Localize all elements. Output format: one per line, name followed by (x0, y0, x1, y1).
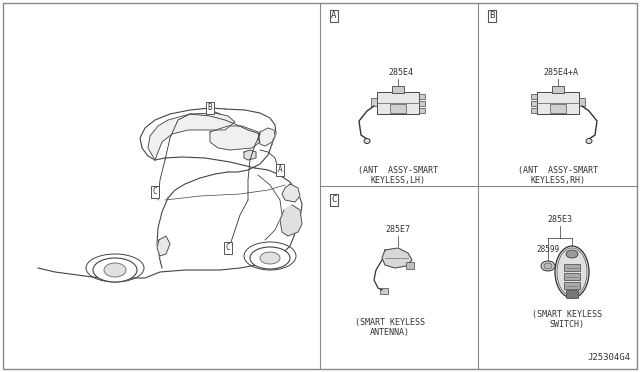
Bar (419, 94, 425, 99)
Text: (SMART KEYLESS: (SMART KEYLESS (355, 318, 425, 327)
Polygon shape (148, 113, 235, 160)
Text: B: B (208, 103, 212, 112)
Text: ANTENNA): ANTENNA) (370, 328, 410, 337)
Polygon shape (280, 205, 302, 236)
Bar (392, 86, 404, 93)
Text: (ANT  ASSY-SMART: (ANT ASSY-SMART (358, 167, 438, 176)
Text: J25304G4: J25304G4 (587, 353, 630, 362)
Bar (531, 108, 537, 113)
Ellipse shape (586, 138, 592, 144)
Ellipse shape (566, 250, 578, 258)
Text: 285E4: 285E4 (388, 68, 413, 77)
Polygon shape (382, 248, 412, 268)
Text: C: C (226, 244, 230, 253)
Bar (531, 101, 537, 106)
Polygon shape (244, 150, 256, 160)
Bar (371, 98, 377, 106)
Polygon shape (157, 236, 170, 256)
Text: SWITCH): SWITCH) (550, 320, 584, 328)
Bar (552, 86, 564, 93)
Bar (380, 288, 388, 294)
Bar (406, 262, 414, 269)
Ellipse shape (541, 261, 555, 271)
Text: 285E3: 285E3 (547, 215, 573, 224)
Text: KEYLESS,RH): KEYLESS,RH) (531, 176, 586, 186)
Bar (419, 101, 425, 106)
Bar (531, 94, 537, 99)
Bar (564, 264, 580, 271)
Text: (ANT  ASSY-SMART: (ANT ASSY-SMART (518, 167, 598, 176)
Bar (390, 104, 406, 113)
Ellipse shape (555, 246, 589, 298)
Bar (564, 282, 580, 289)
Bar (377, 92, 419, 114)
Bar (537, 92, 579, 114)
Text: C: C (153, 187, 157, 196)
Text: 285E4+A: 285E4+A (543, 68, 579, 77)
Bar (566, 290, 578, 298)
Polygon shape (282, 184, 300, 202)
Bar (419, 108, 425, 113)
Text: 28599: 28599 (536, 245, 559, 254)
Polygon shape (210, 126, 260, 150)
Text: C: C (332, 196, 337, 205)
Text: KEYLESS,LH): KEYLESS,LH) (371, 176, 426, 186)
Ellipse shape (93, 258, 137, 282)
Ellipse shape (260, 252, 280, 264)
Ellipse shape (544, 263, 552, 269)
Bar (579, 98, 585, 106)
Text: A: A (332, 12, 337, 20)
Ellipse shape (104, 263, 126, 277)
Text: 285E7: 285E7 (385, 225, 410, 234)
Ellipse shape (364, 138, 370, 144)
Polygon shape (258, 128, 275, 146)
Text: A: A (278, 166, 282, 174)
Bar (550, 104, 566, 113)
Bar (564, 273, 580, 280)
Text: B: B (490, 12, 495, 20)
Ellipse shape (250, 247, 290, 269)
Text: (SMART KEYLESS: (SMART KEYLESS (532, 310, 602, 318)
